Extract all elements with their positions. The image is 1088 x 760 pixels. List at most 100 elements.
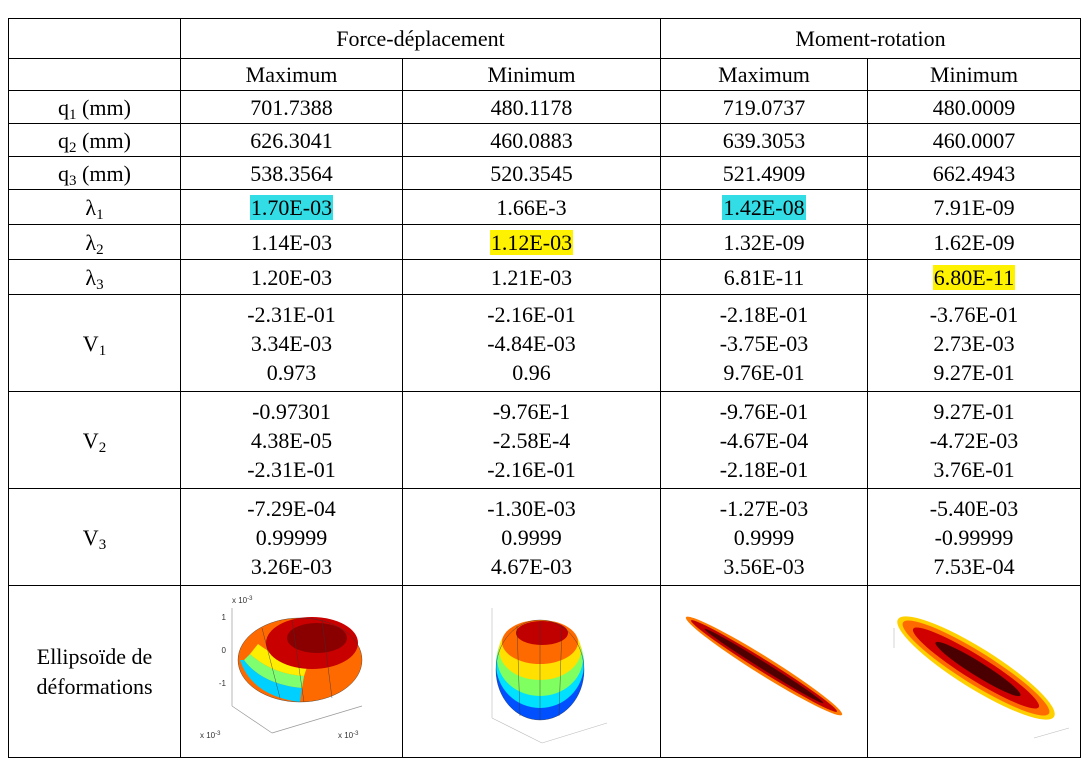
value-text: 719.0737 [722, 94, 806, 120]
value-cell: -1.30E-03 0.9999 4.67E-03 [402, 488, 661, 586]
vector-component: -5.40E-03 [929, 495, 1019, 521]
vector-component: 0.99999 [255, 524, 328, 550]
value-text: 626.3041 [250, 127, 333, 153]
row-label: λ1 [8, 189, 181, 225]
sub-header: Maximum [660, 58, 868, 91]
label-subscript: 2 [96, 241, 104, 258]
vector-component: 4.67E-03 [490, 553, 573, 579]
vector-component: 0.973 [266, 359, 317, 385]
data-row: λ2 1.14E-03 1.12E-03 1.32E-09 1.62E-09 [8, 224, 1081, 260]
sub-header: Minimum [867, 58, 1081, 91]
value-text: 521.4909 [722, 160, 806, 186]
label-symbol: q [58, 160, 70, 186]
label-subscript: 1 [98, 342, 107, 359]
data-row: λ1 1.70E-03 1.66E-3 1.42E-08 7.91E-09 [8, 189, 1081, 225]
vector-component: 2.73E-03 [933, 330, 1015, 356]
value-text: 639.3053 [722, 127, 806, 153]
vector-component: 0.96 [512, 359, 551, 385]
label-subscript: 3 [98, 536, 107, 553]
value-text: 1.21E-03 [490, 264, 573, 290]
axis-tick: 0 [221, 646, 226, 655]
value-text: 7.91E-09 [933, 194, 1015, 220]
data-row: q3 (mm) 538.3564 520.3545 521.4909 662.4943 [8, 156, 1081, 190]
axis-tick: -1 [218, 679, 226, 688]
vector-component: -7.29E-04 [247, 495, 336, 521]
vector-component: -1.30E-03 [487, 495, 576, 521]
label-subscript: 3 [96, 276, 104, 293]
value-text: 538.3564 [250, 160, 333, 186]
sub-header: Minimum [402, 58, 661, 91]
ellipsoid-plot [491, 608, 607, 744]
vector-component: 0.9999 [733, 524, 795, 550]
vector-component: -3.76E-01 [929, 301, 1019, 327]
label-symbol: V [82, 330, 99, 356]
value-cell: 701.7388 [180, 90, 403, 124]
value-text: 1.12E-03 [489, 229, 574, 255]
row-label: λ2 [8, 224, 181, 260]
value-cell: 1.14E-03 [180, 224, 403, 260]
label-symbol: q [58, 94, 70, 120]
row-label: V2 [8, 391, 181, 489]
vector-component: -2.16E-01 [487, 301, 576, 327]
row-label: q3 (mm) [8, 156, 181, 190]
value-cell: 626.3041 [180, 123, 403, 157]
value-text: 520.3545 [490, 160, 573, 186]
label-symbol: V [82, 427, 99, 453]
label-subscript: 2 [98, 439, 107, 456]
value-cell: 1.70E-03 [180, 189, 403, 225]
value-cell: -9.76E-1 -2.58E-4 -2.16E-01 [402, 391, 661, 489]
vector-component: 3.34E-03 [250, 330, 333, 356]
vector-component: 9.27E-01 [933, 398, 1015, 424]
sub-header-row: Maximum Minimum Maximum Minimum [8, 58, 1081, 91]
value-cell: -0.97301 4.38E-05 -2.31E-01 [180, 391, 403, 489]
vector-component: 0.9999 [501, 524, 562, 550]
ellipsoid-plot [685, 616, 843, 716]
value-text: 662.4943 [932, 160, 1016, 186]
scale-label: x 10-3 [338, 731, 359, 740]
value-cell: 521.4909 [660, 156, 868, 190]
value-cell: 1.66E-3 [402, 189, 661, 225]
value-cell: 639.3053 [660, 123, 868, 157]
vector-component: 4.38E-05 [250, 427, 333, 453]
value-text: 480.1178 [490, 94, 573, 120]
value-cell: 6.81E-11 [660, 259, 868, 295]
label-symbol: V [82, 524, 99, 550]
vector-component: 3.76E-01 [933, 456, 1015, 482]
label-unit: (mm) [76, 160, 131, 186]
value-cell: -3.76E-01 2.73E-03 9.27E-01 [867, 294, 1081, 392]
value-cell: -9.76E-01 -4.67E-04 -2.18E-01 [660, 391, 868, 489]
label-symbol: λ [85, 264, 97, 290]
vector-component: 3.26E-03 [250, 553, 333, 579]
value-text: 1.70E-03 [249, 194, 334, 220]
value-cell: 1.21E-03 [402, 259, 661, 295]
value-cell: 719.0737 [660, 90, 868, 124]
vector-component: -2.58E-4 [492, 427, 571, 453]
sub-header: Maximum [180, 58, 403, 91]
value-cell: 1.62E-09 [867, 224, 1081, 260]
scale-label: x 10-3 [232, 596, 253, 605]
vector-component: -2.18E-01 [719, 456, 809, 482]
ellipsoid-cell [660, 585, 868, 758]
vector-component: -9.76E-01 [719, 398, 809, 424]
value-cell: 9.27E-01 -4.72E-03 3.76E-01 [867, 391, 1081, 489]
label-symbol: λ [85, 229, 97, 255]
label-unit: (mm) [76, 127, 131, 153]
value-text: 1.62E-09 [933, 229, 1015, 255]
scale-label: x 10-3 [200, 731, 221, 740]
row-label: V3 [8, 488, 181, 586]
value-text: 1.32E-09 [723, 229, 805, 255]
vector-component: -4.72E-03 [929, 427, 1019, 453]
value-cell: 1.42E-08 [660, 189, 868, 225]
ellipsoid-row: Ellipsoïde de déformations x 10-3 1 0 -1… [8, 585, 1081, 758]
value-cell: 460.0007 [867, 123, 1081, 157]
ellipsoid-cell [867, 585, 1081, 758]
label-subscript: 1 [96, 206, 104, 223]
ellipsoid-cell: x 10-3 1 0 -1 x 10-3 x 10-3 [180, 585, 403, 758]
vector-component: -0.99999 [934, 524, 1014, 550]
label-subscript: 1 [69, 106, 77, 123]
label-symbol: λ [85, 194, 97, 220]
row-label: Ellipsoïde de déformations [8, 585, 181, 758]
label-subscript: 2 [69, 139, 77, 156]
data-row: V2 -0.97301 4.38E-05 -2.31E-01 -9.76E-1 -2.58… [8, 391, 1081, 489]
data-row: V1 -2.31E-01 3.34E-03 0.973 -2.16E-01 -4.84E-… [8, 294, 1081, 392]
